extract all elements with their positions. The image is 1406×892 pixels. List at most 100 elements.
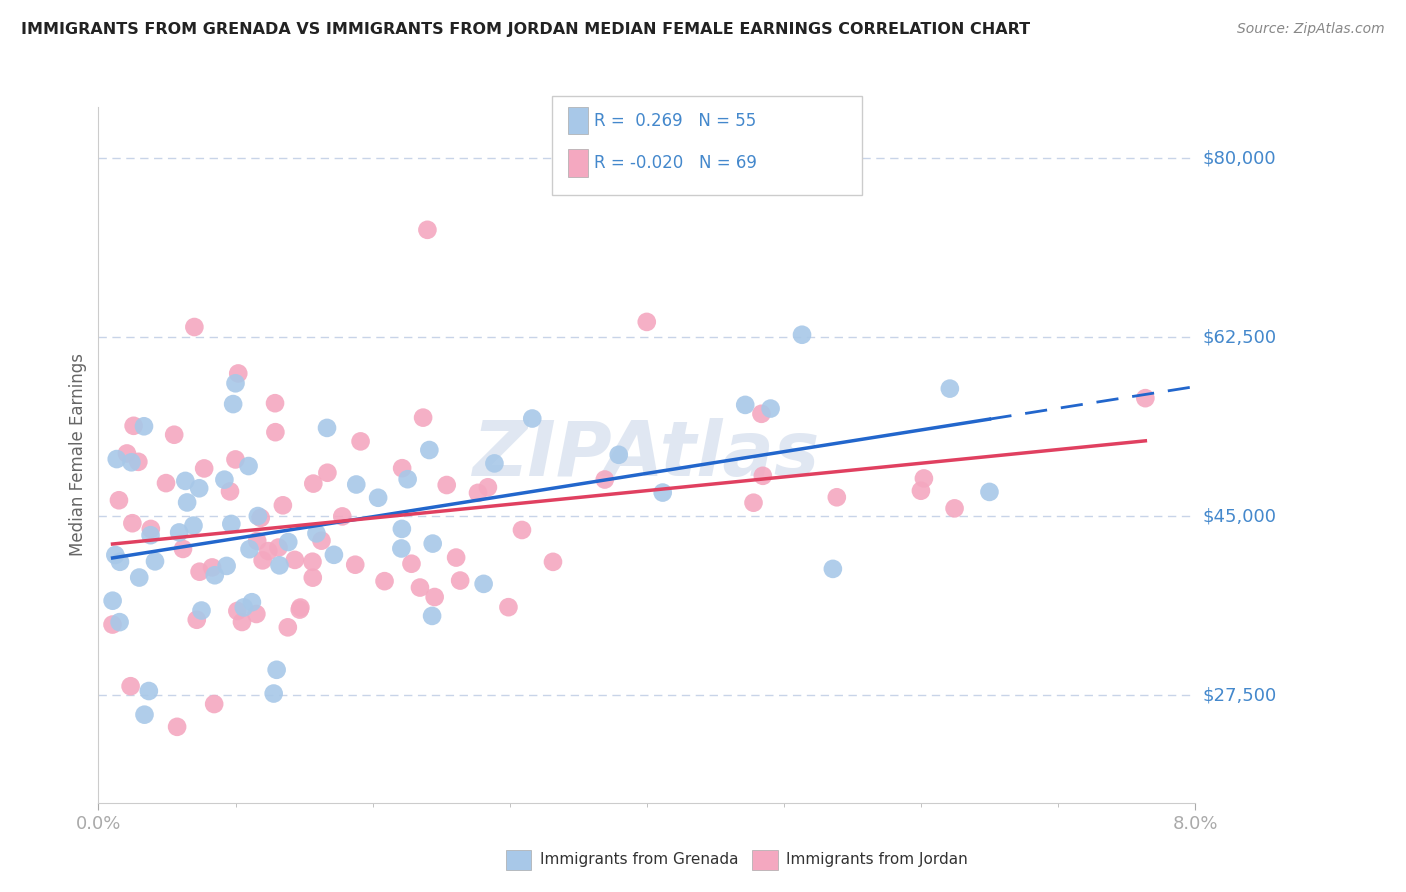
Text: $27,500: $27,500 (1202, 686, 1277, 705)
Text: $62,500: $62,500 (1202, 328, 1277, 346)
Point (204, 568, 226, 582)
Point (389, 541, 412, 556)
Point (416, 223, 439, 237)
Point (176, 495, 198, 509)
Point (477, 480, 499, 494)
Point (373, 574, 395, 589)
Point (449, 574, 471, 588)
Point (910, 483, 932, 498)
Point (498, 600, 520, 615)
Point (266, 663, 288, 677)
Point (467, 486, 489, 500)
Point (183, 320, 205, 334)
Point (188, 481, 211, 495)
Point (104, 548, 127, 562)
Point (742, 496, 765, 510)
Point (221, 516, 243, 531)
Point (522, 411, 544, 425)
Point (472, 577, 495, 591)
Point (139, 522, 162, 536)
Point (252, 553, 274, 567)
Point (166, 720, 188, 734)
Point (290, 600, 312, 615)
Point (121, 516, 143, 531)
Point (277, 535, 299, 549)
Point (821, 562, 844, 576)
Point (143, 554, 166, 568)
Point (651, 485, 673, 500)
Point (138, 684, 160, 698)
Point (418, 443, 440, 458)
Point (349, 434, 371, 449)
Point (412, 410, 434, 425)
Point (391, 522, 413, 536)
Point (734, 398, 756, 412)
Point (249, 511, 271, 525)
Point (422, 536, 444, 550)
Point (420, 608, 443, 623)
Point (316, 421, 339, 435)
Point (108, 555, 131, 569)
Point (246, 533, 269, 548)
Point (183, 518, 205, 533)
Point (344, 477, 367, 491)
Point (108, 615, 131, 629)
Point (120, 455, 142, 469)
Point (943, 501, 966, 516)
Text: $80,000: $80,000 (1202, 149, 1275, 167)
Point (912, 471, 935, 485)
Point (267, 541, 290, 555)
Point (752, 468, 775, 483)
Text: $45,000: $45,000 (1202, 508, 1277, 525)
Point (122, 418, 145, 433)
Point (193, 461, 215, 475)
Point (305, 526, 328, 541)
Point (271, 498, 294, 512)
Point (269, 558, 291, 573)
Point (939, 382, 962, 396)
Point (284, 553, 307, 567)
Point (344, 558, 367, 572)
Point (541, 555, 564, 569)
Point (593, 473, 616, 487)
Point (108, 493, 131, 508)
Text: R =  0.269   N = 55: R = 0.269 N = 55 (595, 112, 756, 129)
Point (219, 484, 242, 499)
Point (105, 452, 128, 467)
Point (444, 550, 467, 565)
Point (101, 593, 124, 607)
Point (751, 407, 773, 421)
Point (301, 555, 323, 569)
Point (132, 419, 155, 434)
Point (225, 376, 247, 391)
Point (214, 473, 236, 487)
Point (134, 707, 156, 722)
Point (316, 466, 339, 480)
Point (186, 613, 208, 627)
Point (246, 509, 269, 524)
Point (101, 617, 124, 632)
Point (224, 452, 246, 467)
Point (423, 590, 446, 604)
Point (127, 455, 149, 469)
Point (257, 544, 280, 558)
Point (330, 509, 353, 524)
Text: IMMIGRANTS FROM GRENADA VS IMMIGRANTS FROM JORDAN MEDIAN FEMALE EARNINGS CORRELA: IMMIGRANTS FROM GRENADA VS IMMIGRANTS FR… (21, 22, 1031, 37)
Point (167, 525, 190, 540)
Point (264, 396, 287, 410)
Point (245, 607, 267, 621)
Point (115, 446, 138, 460)
Y-axis label: Median Female Earnings: Median Female Earnings (69, 353, 87, 557)
Point (436, 478, 458, 492)
Point (401, 557, 423, 571)
Text: Immigrants from Jordan: Immigrants from Jordan (786, 853, 967, 867)
Point (264, 425, 287, 440)
Point (231, 615, 253, 629)
Point (301, 571, 323, 585)
Point (322, 548, 344, 562)
Point (367, 491, 389, 505)
Text: Source: ZipAtlas.com: Source: ZipAtlas.com (1237, 22, 1385, 37)
Point (120, 679, 142, 693)
Point (510, 523, 533, 537)
Point (238, 458, 260, 473)
